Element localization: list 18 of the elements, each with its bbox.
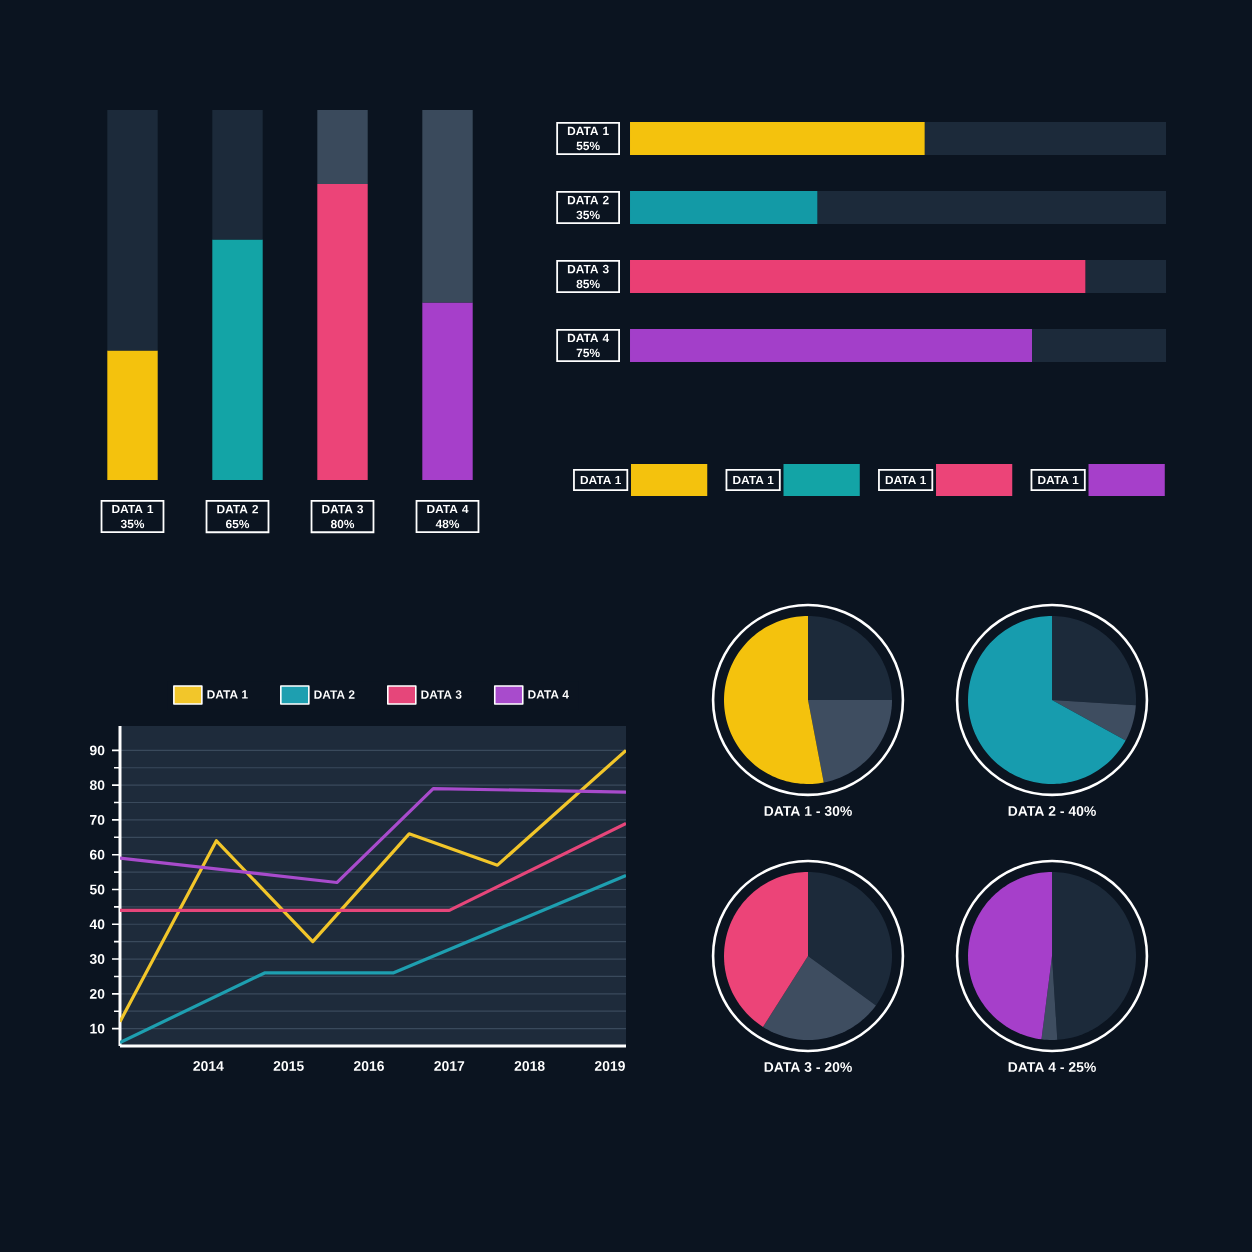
bar <box>317 109 368 184</box>
bar <box>630 121 925 156</box>
bar <box>924 121 1167 156</box>
bar <box>817 190 1167 225</box>
bar <box>630 190 818 225</box>
bar <box>317 183 368 480</box>
bar <box>107 109 158 351</box>
bar <box>422 302 473 480</box>
bar <box>630 328 1033 363</box>
line-series <box>120 787 626 885</box>
bar <box>1032 328 1167 363</box>
bar <box>1085 259 1167 294</box>
bar <box>630 259 1086 294</box>
bar <box>212 109 263 240</box>
bar <box>212 239 263 480</box>
bar <box>107 350 158 480</box>
line-series <box>120 748 626 1024</box>
bar <box>422 109 473 303</box>
